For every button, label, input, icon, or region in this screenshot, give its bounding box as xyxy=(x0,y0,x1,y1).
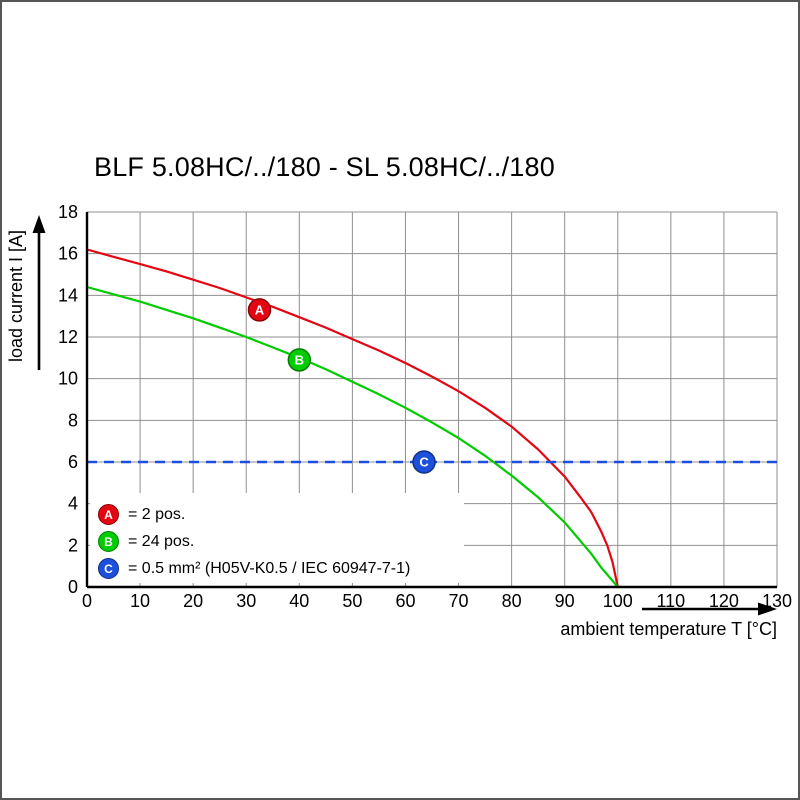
y-tick-label: 14 xyxy=(58,285,78,305)
series-b-marker: B xyxy=(98,531,119,552)
x-tick-label: 40 xyxy=(289,591,309,611)
legend-label-a: = 2 pos. xyxy=(128,505,186,523)
marker-b xyxy=(287,348,312,372)
legend-item-b: B = 24 pos. xyxy=(98,528,410,555)
x-tick-label: 90 xyxy=(555,591,575,611)
legend-label-b: = 24 pos. xyxy=(128,532,195,550)
marker-letter-c: C xyxy=(419,455,429,470)
x-tick-label: 60 xyxy=(395,591,415,611)
x-tick-label: 0 xyxy=(82,591,92,611)
x-tick-label: 130 xyxy=(762,591,792,611)
series-c-marker: C xyxy=(98,558,119,579)
x-axis-label: ambient temperature T [°C] xyxy=(560,619,777,639)
y-tick-label: 0 xyxy=(68,577,78,597)
x-tick-label: 120 xyxy=(709,591,739,611)
x-tick-label: 10 xyxy=(130,591,150,611)
x-tick-label: 100 xyxy=(603,591,633,611)
legend: A = 2 pos. B = 24 pos. C = 0.5 mm² (H05V… xyxy=(98,501,410,582)
x-tick-label: 80 xyxy=(502,591,522,611)
y-tick-label: 6 xyxy=(68,452,78,472)
series-a-marker: A xyxy=(98,504,119,525)
legend-item-c: C = 0.5 mm² (H05V-K0.5 / IEC 60947-7-1) xyxy=(98,555,410,582)
y-tick-label: 8 xyxy=(68,410,78,430)
y-tick-label: 4 xyxy=(68,494,78,514)
legend-item-a: A = 2 pos. xyxy=(98,501,410,528)
chart-title: BLF 5.08HC/../180 - SL 5.08HC/../180 xyxy=(94,152,555,182)
curve-a xyxy=(85,248,619,589)
x-axis-arrowhead xyxy=(758,602,777,616)
marker-letter-a: A xyxy=(255,302,265,317)
x-tick-label: 110 xyxy=(656,591,685,611)
x-tick-label: 30 xyxy=(236,591,256,611)
marker-c xyxy=(412,450,436,474)
y-tick-label: 18 xyxy=(58,202,78,222)
marker-letter-b: B xyxy=(295,352,304,367)
curve-b xyxy=(85,285,619,589)
y-tick-label: 12 xyxy=(58,327,78,347)
y-tick-label: 10 xyxy=(58,369,78,389)
x-tick-label: 20 xyxy=(183,591,203,611)
y-tick-label: 2 xyxy=(68,535,78,555)
x-tick-label: 70 xyxy=(449,591,469,611)
y-axis-arrowhead xyxy=(32,215,46,233)
x-tick-label: 50 xyxy=(342,591,362,611)
legend-label-c: = 0.5 mm² (H05V-K0.5 / IEC 60947-7-1) xyxy=(128,559,411,577)
marker-a xyxy=(247,298,272,322)
legend-background xyxy=(90,493,464,583)
y-tick-label: 16 xyxy=(58,244,78,264)
y-axis-label: load current I [A] xyxy=(6,230,26,362)
